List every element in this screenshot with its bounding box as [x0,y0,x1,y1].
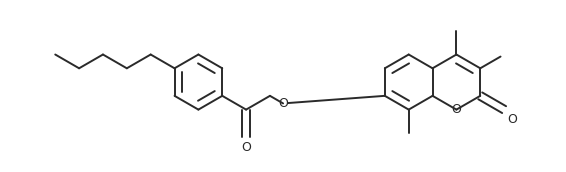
Text: O: O [278,97,288,110]
Text: O: O [507,112,517,126]
Text: O: O [452,103,461,116]
Text: O: O [241,141,251,154]
